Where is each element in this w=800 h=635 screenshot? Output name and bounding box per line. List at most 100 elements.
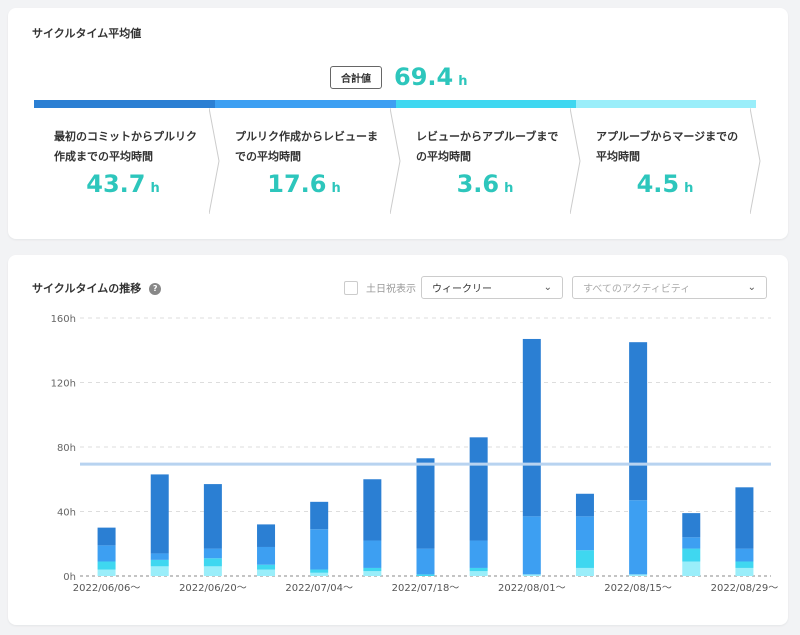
bar-segment[interactable] [150,474,169,554]
stage-value-3: 3.6 h [456,170,514,198]
bar-segment[interactable] [629,574,648,576]
total-value-number: 69.4 [394,63,454,91]
stage-divider-1 [209,108,220,214]
y-axis: 0h 40h 80h 120h 160h [51,314,76,583]
bar-segment[interactable] [150,559,169,567]
bar-segment[interactable] [682,561,701,576]
question-icon[interactable]: ? [149,283,162,295]
stage-label-3: レビューからアプルーブまでの平均時間 [416,130,559,163]
y-tick-label: 80h [57,443,76,454]
stage-value-1: 43.7 h [86,170,160,198]
bar-segment[interactable] [97,545,116,562]
bar-segment[interactable] [735,487,754,549]
bar-segment[interactable] [310,501,329,530]
bar-segment[interactable] [469,540,488,568]
bar-segment[interactable] [416,548,435,575]
period-select[interactable]: ウィークリー ⌄ [421,276,563,299]
bar-segment[interactable] [629,500,648,575]
stage-pr-to-review: プルリク作成からレビューまでの平均時間 17.6 h [215,100,396,216]
bar-segment[interactable] [310,572,329,576]
stage-bar-4 [576,100,756,108]
bar-segment[interactable] [575,516,594,551]
stage-value-4: 4.5 h [636,170,694,198]
bar-segment[interactable] [203,484,222,549]
bar-segment[interactable] [469,571,488,576]
stage-label-2: プルリク作成からレビューまでの平均時間 [235,130,378,163]
bar-segment[interactable] [469,437,488,541]
bar-segment[interactable] [150,566,169,576]
bar-segment[interactable] [575,567,594,576]
stage-bar-3 [396,100,576,108]
stage-bar-1 [34,100,215,108]
bar-segment[interactable] [257,524,276,547]
bar-segment[interactable] [257,546,276,565]
summary-title: サイクルタイム平均値 [32,27,142,40]
trend-title: サイクルタイムの推移? [32,280,162,296]
stage-divider-3 [570,108,581,214]
bar-segment[interactable] [682,537,701,549]
total-unit: h [458,74,468,89]
cycle-time-trend-card: サイクルタイムの推移? 土日祝表示 ウィークリー ⌄ すべてのアクティビティ ⌄… [8,255,788,625]
bar-segment[interactable] [310,529,329,570]
bars-layer [97,338,754,576]
chevron-down-icon: ⌄ [747,282,756,293]
stage-divider-2 [390,108,401,214]
x-tick-label: 2022/07/18〜 [392,583,460,594]
y-tick-label: 40h [57,508,76,519]
bar-segment[interactable] [257,564,276,570]
bar-segment[interactable] [310,569,329,573]
bar-segment[interactable] [682,513,701,538]
holiday-checkbox[interactable] [344,280,358,295]
bar-segment[interactable] [522,574,541,576]
bar-segment[interactable] [469,567,488,572]
bar-segment[interactable] [97,569,116,576]
stage-commit-to-pr: 最初のコミットからプルリク作成までの平均時間 43.7 h [34,100,215,216]
stage-review-to-approve: レビューからアプルーブまでの平均時間 3.6 h [396,100,576,216]
bar-segment[interactable] [735,567,754,576]
bar-segment[interactable] [150,553,169,560]
bar-segment[interactable] [203,548,222,559]
bar-segment[interactable] [735,561,754,568]
holiday-toggle[interactable]: 土日祝表示 [344,280,416,295]
bar-segment[interactable] [575,550,594,568]
bar-segment[interactable] [97,527,116,546]
bar-segment[interactable] [416,574,435,576]
bar-segment[interactable] [363,479,382,541]
bar-segment[interactable] [575,493,594,517]
x-tick-label: 2022/08/15〜 [604,583,672,594]
x-axis: 2022/06/06〜 2022/06/20〜 2022/07/04〜 2022/07… [73,583,778,594]
bar-segment[interactable] [629,342,648,501]
bar-segment[interactable] [363,571,382,576]
bar-segment[interactable] [97,561,116,570]
bar-segment[interactable] [522,516,541,575]
cycle-time-average-card: サイクルタイム平均値 合計値 69.4 h 最初のコミットからプルリク作成までの平… [8,8,788,239]
bar-segment[interactable] [363,567,382,572]
bar-segment[interactable] [735,548,754,562]
bar-segment[interactable] [682,548,701,562]
stage-label-4: アプルーブからマージまでの平均時間 [596,130,739,163]
x-tick-label: 2022/06/20〜 [179,583,247,594]
stage-bar-2 [215,100,396,108]
x-tick-label: 2022/08/01〜 [498,583,566,594]
stage-value-2: 17.6 h [267,170,341,198]
bar-segment[interactable] [522,338,541,517]
x-tick-label: 2022/08/29〜 [711,583,779,594]
activity-select-placeholder: すべてのアクティビティ [583,284,691,295]
x-tick-label: 2022/06/06〜 [73,583,141,594]
y-tick-label: 0h [63,572,76,583]
holiday-label: 土日祝表示 [366,284,416,295]
period-select-value: ウィークリー [432,284,492,295]
bar-segment[interactable] [257,569,276,576]
bar-segment[interactable] [203,566,222,576]
bar-segment[interactable] [416,458,435,549]
x-tick-label: 2022/07/04〜 [285,583,353,594]
stage-divider-4 [750,108,761,214]
stage-label-1: 最初のコミットからプルリク作成までの平均時間 [54,130,197,163]
total-row: 合計値 69.4 h [330,60,467,94]
bar-segment[interactable] [203,558,222,567]
y-tick-label: 120h [51,379,76,390]
trend-title-text: サイクルタイムの推移 [32,282,142,295]
activity-select[interactable]: すべてのアクティビティ ⌄ [572,276,767,299]
bar-segment[interactable] [363,540,382,568]
